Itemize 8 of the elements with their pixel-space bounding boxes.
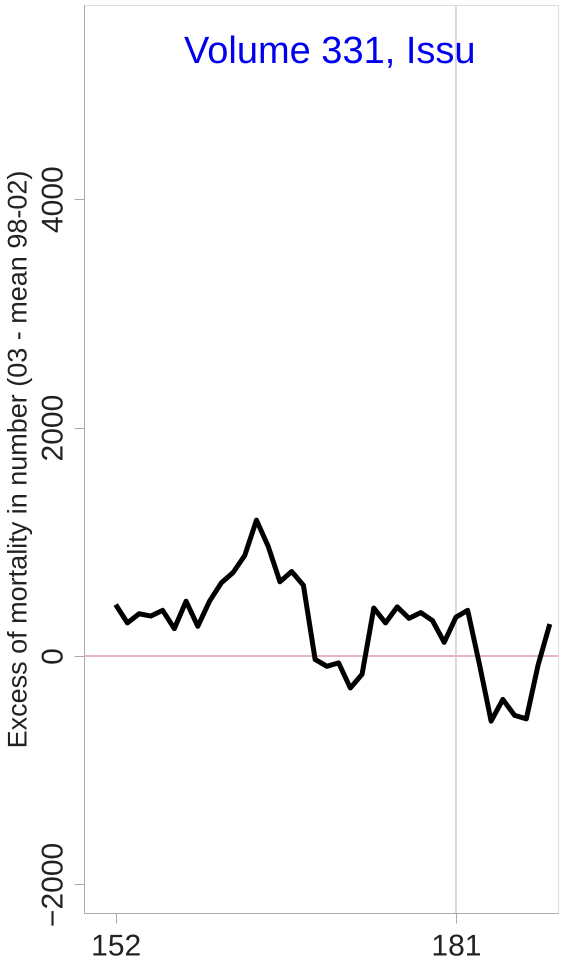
y-tick-label: −2000 [36, 842, 70, 928]
y-axis-title: Excess of mortality in number (03 - mean 98-02) [2, 170, 32, 748]
x-tick-label: 181 [431, 930, 482, 962]
y-tick-label: 0 [36, 648, 70, 665]
x-tick-label: 152 [91, 930, 142, 962]
y-tick-label: 4000 [36, 166, 70, 234]
annotation: Volume 331, Issu [184, 30, 476, 72]
y-tick-label: 2000 [36, 394, 70, 462]
